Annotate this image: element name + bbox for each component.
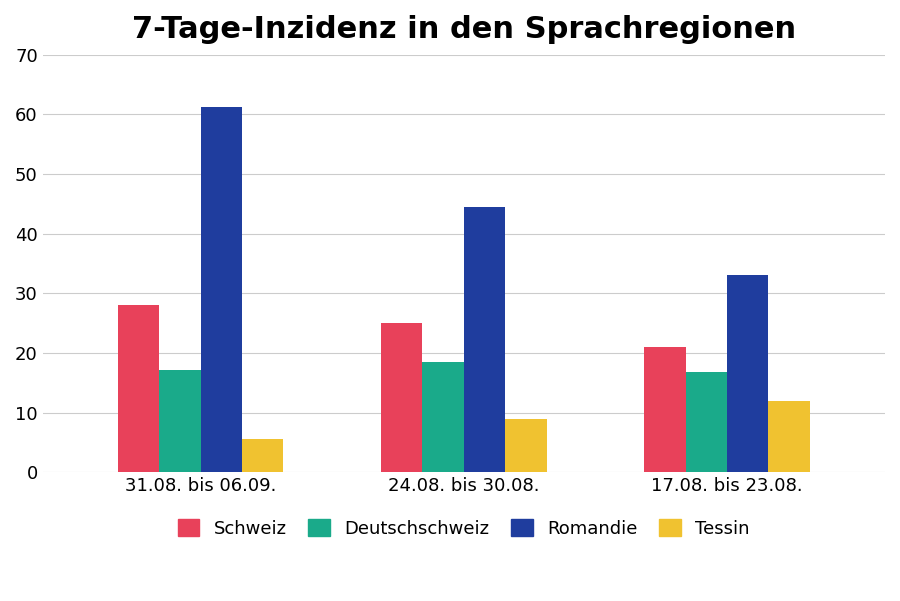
Bar [422, 362, 464, 472]
Bar [464, 207, 505, 472]
Bar [118, 305, 159, 472]
Bar [381, 323, 422, 472]
Bar [159, 370, 201, 472]
Bar [505, 418, 546, 472]
Title: 7-Tage-Inzidenz in den Sprachregionen: 7-Tage-Inzidenz in den Sprachregionen [131, 15, 796, 44]
Bar [644, 347, 686, 472]
Bar [727, 275, 769, 472]
Bar [686, 372, 727, 472]
Bar [242, 439, 284, 472]
Bar [201, 107, 242, 472]
Bar [769, 401, 810, 472]
Legend: Schweiz, Deutschschweiz, Romandie, Tessin: Schweiz, Deutschschweiz, Romandie, Tessi… [168, 510, 759, 547]
